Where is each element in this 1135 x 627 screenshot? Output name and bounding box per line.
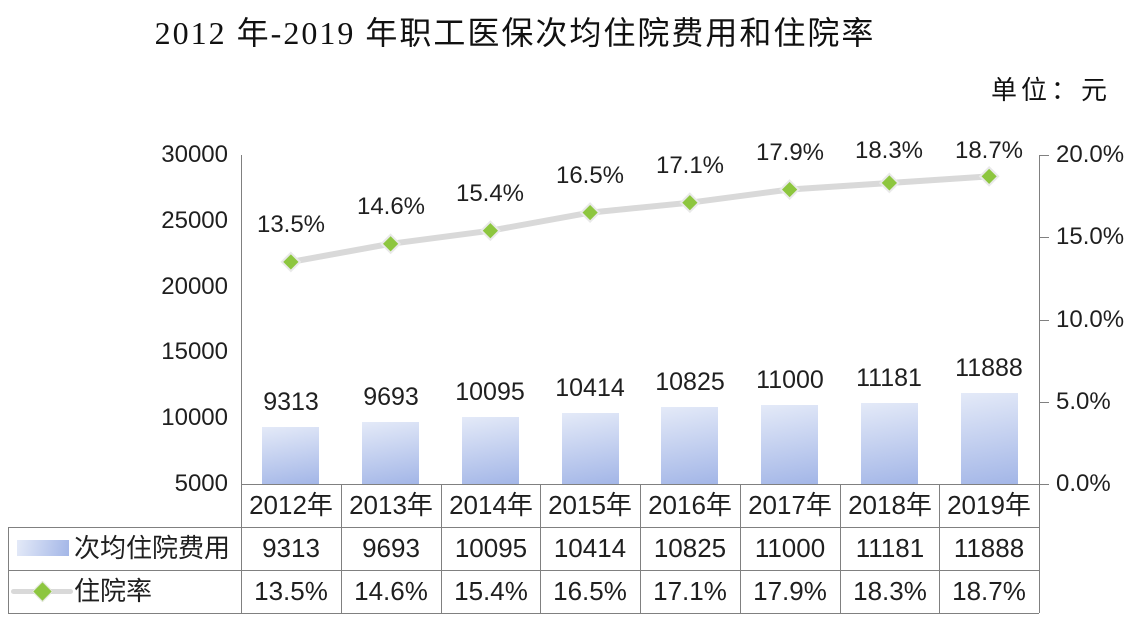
table-border-v <box>640 484 641 613</box>
year-cell: 2018年 <box>848 490 932 520</box>
bar-legend-swatch-icon <box>17 540 69 556</box>
right-axis-tick <box>1039 402 1049 403</box>
bar <box>462 417 519 484</box>
right-axis-tick <box>1039 237 1049 238</box>
bar-series-name: 次均住院费用 <box>74 533 231 563</box>
diamond-marker-icon <box>978 165 1000 187</box>
diamond-marker-icon <box>31 580 54 603</box>
cost-cell: 10825 <box>653 533 727 563</box>
rate-value-label: 17.9% <box>755 139 825 166</box>
bar-value-label: 10414 <box>555 374 625 402</box>
bar-value-label: 10825 <box>655 368 725 396</box>
rate-value-label: 13.5% <box>256 211 326 238</box>
unit-label: 单位：元 <box>990 76 1111 105</box>
rate-cell: 14.6% <box>354 576 428 606</box>
right-axis-tick-label: 10.0% <box>1056 306 1125 333</box>
left-axis-tick-label: 15000 <box>161 338 228 365</box>
left-axis-tick-label: 5000 <box>174 470 228 497</box>
rate-cell: 15.4% <box>454 576 528 606</box>
table-border-h <box>8 527 1039 528</box>
table-border-h <box>8 570 1039 571</box>
bar <box>761 405 818 484</box>
left-axis-line <box>241 155 242 613</box>
cost-cell: 11181 <box>855 533 925 563</box>
left-axis-tick-label: 25000 <box>161 207 228 234</box>
table-border-v <box>840 484 841 613</box>
rate-value-label: 14.6% <box>356 193 426 220</box>
bar <box>562 413 619 484</box>
left-axis-tick-label: 10000 <box>161 404 228 431</box>
cost-cell: 9313 <box>262 533 320 563</box>
left-axis-tick-label: 20000 <box>161 273 228 300</box>
rate-value-label: 18.3% <box>854 137 924 164</box>
rate-cell: 13.5% <box>254 576 328 606</box>
table-border-v <box>939 484 940 613</box>
year-cell: 2013年 <box>349 490 433 520</box>
rate-cell: 16.5% <box>553 576 627 606</box>
right-axis-tick-label: 0.0% <box>1056 470 1111 497</box>
year-cell: 2017年 <box>748 490 832 520</box>
bar <box>961 393 1018 484</box>
table-border-v <box>740 484 741 613</box>
table-border-h <box>8 613 1039 614</box>
bar-value-label: 9693 <box>363 383 419 411</box>
cost-cell: 10095 <box>454 533 528 563</box>
right-axis-tick-label: 20.0% <box>1056 141 1125 168</box>
diamond-marker-icon <box>479 220 501 242</box>
bar <box>661 407 718 484</box>
table-border-v <box>441 484 442 613</box>
year-cell: 2014年 <box>449 490 533 520</box>
diamond-marker-icon <box>878 172 900 194</box>
diamond-marker-icon <box>280 251 302 273</box>
bar-value-label: 11181 <box>856 364 922 392</box>
bar <box>362 422 419 484</box>
year-cell: 2015年 <box>548 490 632 520</box>
year-cell: 2012年 <box>249 490 333 520</box>
bar <box>262 427 319 484</box>
cost-cell: 9693 <box>362 533 420 563</box>
right-axis-tick <box>1039 155 1049 156</box>
table-border-v <box>540 484 541 613</box>
bar-value-label: 11000 <box>756 366 824 394</box>
right-axis-tick-label: 15.0% <box>1056 223 1125 250</box>
diamond-marker-icon <box>579 202 601 223</box>
rate-cell: 18.3% <box>853 576 927 606</box>
table-border-v <box>341 484 342 613</box>
year-cell: 2019年 <box>947 490 1031 520</box>
rate-cell: 18.7% <box>952 576 1026 606</box>
diamond-marker-icon <box>679 192 701 214</box>
table-border-left <box>8 527 9 613</box>
cost-cell: 10414 <box>553 533 627 563</box>
bar-value-label: 10095 <box>455 378 525 406</box>
year-cell: 2016年 <box>648 490 732 520</box>
rate-cell: 17.1% <box>653 576 727 606</box>
diamond-marker-icon <box>779 179 801 200</box>
bar-value-label: 9313 <box>263 388 319 416</box>
rate-value-label: 18.7% <box>954 137 1024 164</box>
right-axis-tick <box>1039 320 1049 321</box>
rate-cell: 17.9% <box>753 576 827 606</box>
rate-value-label: 15.4% <box>455 180 525 207</box>
rate-value-label: 17.1% <box>655 152 725 179</box>
bar <box>861 403 918 484</box>
diamond-marker-icon <box>380 233 402 255</box>
right-axis-tick-label: 5.0% <box>1056 388 1111 415</box>
right-axis-line <box>1039 155 1040 613</box>
bar-value-label: 11888 <box>955 354 1023 382</box>
line-series-name: 住院率 <box>74 576 153 606</box>
cost-cell: 11000 <box>754 533 826 563</box>
rate-value-label: 16.5% <box>555 162 625 189</box>
chart-title: 2012 年-2019 年职工医保次均住院费用和住院率 <box>154 15 876 51</box>
cost-cell: 11888 <box>953 533 1025 563</box>
left-axis-tick-label: 30000 <box>161 141 228 168</box>
right-axis-tick <box>1039 484 1049 485</box>
